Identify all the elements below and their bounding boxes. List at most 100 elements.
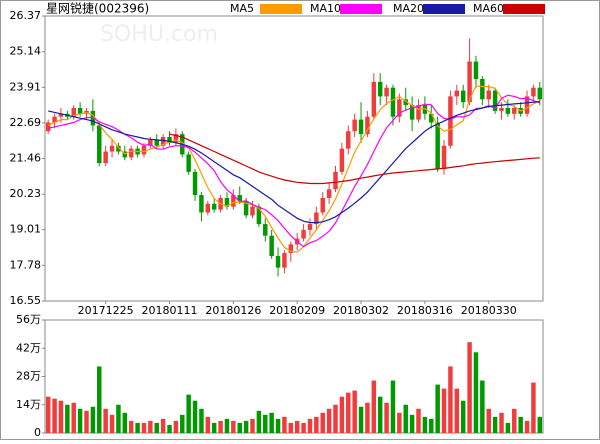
- candle-body: [160, 137, 166, 146]
- legend-swatch: [503, 4, 545, 14]
- legend-swatch: [260, 4, 302, 14]
- x-tick-label: 20171225: [78, 304, 134, 317]
- candle-body: [90, 110, 96, 126]
- candle-body: [422, 105, 428, 114]
- candle-body: [460, 90, 466, 103]
- volume-bar: [294, 420, 300, 433]
- candle-body: [52, 116, 57, 123]
- candle-body: [320, 197, 325, 213]
- volume-bar: [409, 414, 415, 433]
- volume-bar: [122, 412, 128, 433]
- candle-body: [486, 90, 491, 100]
- volume-bar: [116, 404, 121, 433]
- candle-body: [97, 125, 102, 164]
- candle-body: [390, 87, 396, 117]
- y-tick-label: 19.01: [10, 223, 42, 236]
- volume-bar: [135, 422, 140, 433]
- volume-bar: [492, 416, 498, 433]
- volume-bar: [141, 422, 147, 433]
- legend-label: MA20: [393, 2, 424, 15]
- volume-bar: [148, 420, 153, 433]
- volume-bar: [224, 418, 230, 433]
- volume-bar: [358, 406, 364, 433]
- candle-body: [409, 105, 415, 120]
- candle-body: [224, 197, 230, 207]
- volume-bar: [173, 420, 179, 433]
- volume-bar: [454, 388, 460, 433]
- volume-bar: [467, 342, 472, 433]
- volume-bar: [320, 412, 325, 433]
- volume-tick-label: 42万: [16, 341, 41, 354]
- watermark: SOHU.com: [100, 22, 218, 47]
- volume-bar: [352, 390, 357, 433]
- legend-label: MA10: [310, 2, 341, 15]
- volume-bar: [192, 400, 198, 433]
- x-tick-label: 20180209: [269, 304, 325, 317]
- candle-body: [467, 61, 472, 103]
- candle-body: [269, 235, 274, 257]
- volume-bar: [250, 418, 255, 433]
- legend-label: MA60: [473, 2, 504, 15]
- candle-body: [346, 131, 351, 149]
- volume-bar: [77, 408, 83, 433]
- x-tick-label: 20180302: [333, 304, 389, 317]
- volume-bar: [186, 394, 191, 433]
- candle-body: [45, 122, 51, 132]
- volume-bar: [282, 416, 287, 433]
- candle-body: [58, 113, 64, 117]
- volume-bar: [65, 404, 70, 433]
- candle-body: [77, 108, 83, 114]
- ma-line: [48, 94, 540, 248]
- volume-bar: [429, 418, 434, 433]
- candle-body: [416, 105, 421, 120]
- volume-bar: [109, 414, 115, 433]
- volume-bar: [58, 400, 64, 433]
- candle-body: [167, 137, 172, 143]
- candle-body: [537, 87, 543, 100]
- volume-bar: [441, 388, 447, 433]
- y-tick-label: 16.55: [10, 294, 42, 307]
- x-tick-label: 20180126: [205, 304, 261, 317]
- x-tick-label: 20180316: [397, 304, 453, 317]
- candle-body: [326, 189, 332, 198]
- candle-body: [173, 134, 179, 143]
- volume-bar: [90, 406, 96, 433]
- volume-bar: [205, 416, 211, 433]
- candle-body: [211, 203, 217, 210]
- candle-body: [524, 96, 530, 114]
- volume-bar: [480, 380, 485, 433]
- volume-bar: [52, 398, 57, 433]
- x-tick-label: 20180330: [461, 304, 517, 317]
- candle-body: [371, 81, 377, 117]
- candle-body: [301, 229, 306, 239]
- volume-bar: [326, 408, 332, 433]
- candle-body: [397, 99, 402, 117]
- candle-body: [148, 139, 153, 146]
- candle-body: [352, 119, 357, 132]
- candle-body: [377, 81, 383, 97]
- y-tick-label: 26.37: [10, 9, 42, 22]
- volume-bar: [231, 420, 236, 433]
- candle-body: [358, 119, 364, 135]
- volume-bar: [167, 424, 172, 433]
- volume-bar: [403, 404, 408, 433]
- volume-bar: [199, 408, 204, 433]
- volume-bar: [473, 352, 479, 433]
- candle-body: [384, 87, 389, 97]
- candle-body: [282, 253, 287, 268]
- volume-bar: [237, 422, 242, 433]
- volume-tick-label: 14万: [16, 398, 41, 411]
- volume-bar: [314, 416, 319, 433]
- volume-bar: [211, 422, 217, 433]
- volume-bar: [524, 420, 530, 433]
- candle-body: [499, 108, 504, 111]
- volume-bar: [390, 380, 396, 433]
- volume-bar: [97, 366, 102, 433]
- candle-body: [365, 116, 370, 135]
- legend-swatch: [423, 4, 465, 14]
- candle-body: [448, 96, 453, 146]
- volume-bar: [512, 408, 517, 433]
- candle-body: [531, 87, 536, 97]
- candle-body: [288, 244, 294, 254]
- candle-body: [307, 224, 313, 230]
